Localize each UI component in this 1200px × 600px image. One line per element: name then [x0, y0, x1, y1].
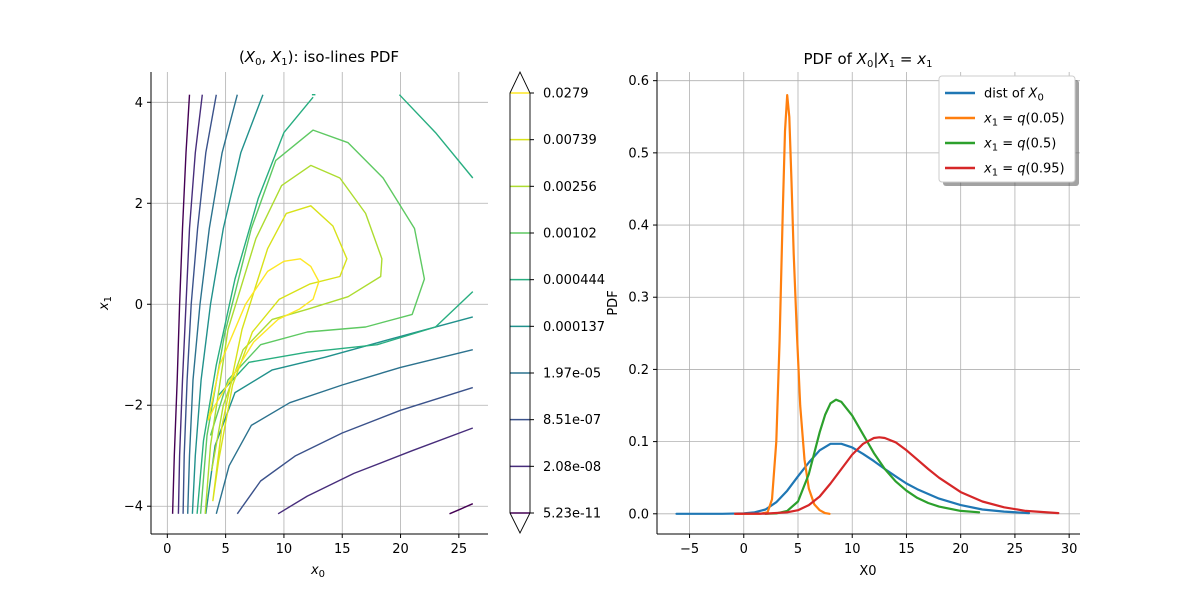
contour-xtick-label-5: 25: [451, 542, 468, 557]
colorbar-label-6: 0.00102: [543, 227, 597, 242]
contour-line-0-1: [449, 503, 474, 515]
pdf-axes: [656, 72, 1080, 535]
pdf-xtick-label-7: 30: [1061, 542, 1078, 557]
contour-line-4-1: [205, 316, 473, 514]
pdf-series: [675, 94, 1060, 515]
pdf-xtick-label-3: 10: [844, 542, 861, 557]
colorbar-label-4: 0.000137: [543, 320, 605, 335]
legend-label-1: x1 = q(0.05): [983, 112, 1065, 129]
pdf-ytick-label-3: 0.3: [628, 291, 649, 306]
contour-panel: 0 5 10 15 20 25 −4 −2 0 2 4 (X0, X1): iso-lines P…: [97, 48, 488, 580]
pdf-ytick-label-6: 0.6: [628, 74, 649, 89]
contour-x-ticks: 0 5 10 15 20 25: [163, 534, 467, 557]
pdf-ytick-label-2: 0.2: [628, 363, 649, 378]
contour-y-ticks: −4 −2 0 2 4: [124, 96, 151, 515]
contour-line-5-2: [196, 96, 314, 514]
contour-ytick-label-2: 0: [135, 298, 143, 313]
legend-label-0: dist of X0: [984, 87, 1044, 104]
colorbar-labels: 5.23e-11 2.08e-08 8.51e-07 1.97e-05 0.000137…: [530, 87, 605, 522]
contour-line-5-1: [398, 94, 474, 179]
contour-lines: [171, 94, 474, 515]
pdf-xtick-label-0: −5: [680, 542, 699, 557]
legend: dist of X0 x1 = q(0.05) x1 = q(0.5) x1 = q(…: [938, 75, 1079, 186]
pdf-title: PDF of X0|X1 = x1: [804, 50, 933, 70]
colorbar-label-2: 8.51e-07: [543, 413, 601, 428]
colorbar-label-0: 5.23e-11: [543, 507, 601, 522]
pdf-ytick-label-5: 0.5: [628, 146, 649, 161]
pdf-xtick-label-2: 5: [794, 542, 802, 557]
pdf-x-ticks: −5 0 5 10 15 20 25 30: [680, 534, 1077, 557]
colorbar: 5.23e-11 2.08e-08 8.51e-07 1.97e-05 0.000137…: [509, 70, 605, 535]
contour-ytick-label-1: −2: [124, 399, 143, 414]
contour-y-label: x1: [97, 296, 114, 311]
contour-line-5-3: [218, 291, 474, 396]
contour-x-label: x0: [310, 563, 325, 580]
contour-line-1-0: [177, 94, 203, 514]
legend-box: [938, 75, 1076, 183]
contour-line-0-0: [171, 94, 191, 514]
legend-label-2: x1 = q(0.5): [983, 137, 1056, 154]
contour-grid: [151, 72, 488, 534]
pdf-x-label: X0: [859, 564, 876, 579]
contour-xtick-label-4: 20: [392, 542, 409, 557]
colorbar-outline: [509, 70, 531, 535]
colorbar-label-9: 0.0279: [543, 87, 589, 102]
legend-items: dist of X0 x1 = q(0.05) x1 = q(0.5) x1 = q(…: [945, 87, 1065, 179]
contour-line-4-0: [191, 94, 264, 514]
contour-line-1-1: [277, 427, 474, 515]
pdf-xtick-label-5: 20: [952, 542, 969, 557]
contour-line-2-0: [182, 94, 217, 514]
colorbar-label-7: 0.00256: [543, 180, 597, 195]
contour-line-6-0: [199, 129, 426, 514]
contour-axes: [150, 72, 488, 535]
contour-line-3-1: [215, 349, 473, 514]
legend-label-3: x1 = q(0.95): [983, 162, 1065, 179]
contour-xtick-label-1: 5: [221, 542, 229, 557]
contour-line-9-0: [207, 258, 320, 421]
contour-line-3-0: [187, 94, 238, 514]
contour-ytick-label-4: 4: [135, 96, 143, 111]
pdf-series-line-0: [675, 442, 1031, 515]
pdf-series-line-2: [764, 398, 981, 515]
pdf-xtick-label-4: 15: [898, 542, 915, 557]
pdf-xtick-label-1: 0: [740, 542, 748, 557]
pdf-panel: −5 0 5 10 15 20 25 30 0.0 0.1 0.2 0.3 0.4 0.5 0.6 PDF…: [606, 50, 1080, 579]
pdf-y-ticks: 0.0 0.1 0.2 0.3 0.4 0.5 0.6: [628, 74, 657, 522]
colorbar-label-8: 0.00739: [543, 133, 597, 148]
pdf-xtick-label-6: 25: [1007, 542, 1024, 557]
pdf-ytick-label-0: 0.0: [628, 507, 649, 522]
contour-ytick-label-0: −4: [124, 500, 143, 515]
pdf-ytick-label-1: 0.1: [628, 435, 649, 450]
pdf-ytick-label-4: 0.4: [628, 219, 649, 234]
contour-xtick-label-0: 0: [163, 542, 171, 557]
colorbar-label-1: 2.08e-08: [543, 460, 601, 475]
colorbar-label-5: 0.000444: [543, 273, 605, 288]
contour-line-8-0: [212, 205, 348, 502]
colorbar-level-lines: [510, 92, 530, 514]
contour-line-2-1: [236, 386, 474, 515]
contour-xtick-label-2: 10: [276, 542, 293, 557]
colorbar-label-3: 1.97e-05: [543, 367, 601, 382]
contour-xtick-label-3: 15: [334, 542, 351, 557]
contour-ytick-label-3: 2: [135, 197, 143, 212]
contour-title: (X0, X1): iso-lines PDF: [239, 48, 399, 68]
pdf-y-label: PDF: [606, 290, 621, 315]
contour-line-7-0: [204, 164, 383, 514]
pdf-series-line-3: [734, 436, 1060, 515]
